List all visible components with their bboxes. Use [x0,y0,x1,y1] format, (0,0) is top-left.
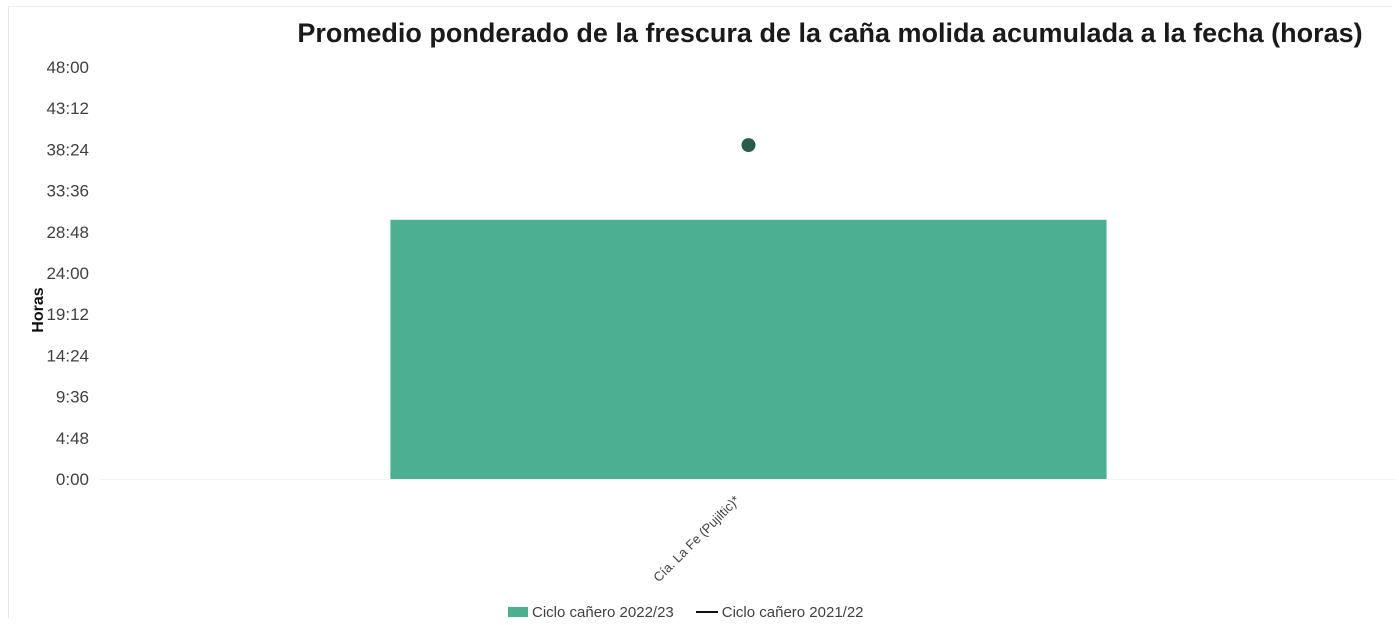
y-tick-label: 28:48 [46,223,89,242]
legend: Ciclo cañero 2022/23 Ciclo cañero 2021/2… [508,601,886,623]
marker-2021-22 [741,138,756,153]
y-tick-label: 0:00 [56,470,89,489]
legend-label-2021-22: Ciclo cañero 2021/22 [721,603,864,621]
legend-item-2021-22: Ciclo cañero 2021/22 [695,603,864,621]
y-tick-label: 19:12 [46,305,89,324]
legend-item-2022-23: Ciclo cañero 2022/23 [508,604,674,621]
bar-2022-23 [390,219,1107,480]
y-tick-label: 43:12 [46,99,89,118]
legend-swatch-bar [508,607,528,617]
y-tick-label: 38:24 [46,140,89,159]
legend-label-2022-23: Ciclo cañero 2022/23 [532,603,674,621]
y-tick-label: 33:36 [46,182,89,201]
y-tick-label: 9:36 [56,388,89,407]
legend-swatch-line [695,611,718,613]
chart-frame [8,6,1392,618]
y-tick-label: 24:00 [46,264,89,283]
y-tick-label: 14:24 [46,346,89,365]
y-tick-label: 4:48 [56,429,89,448]
x-category-label: Cía. La Fe (Pujiltic)* [650,493,742,585]
y-tick-label: 48:00 [46,58,89,77]
chart-title: Promedio ponderado de la frescura de la … [297,18,1363,48]
